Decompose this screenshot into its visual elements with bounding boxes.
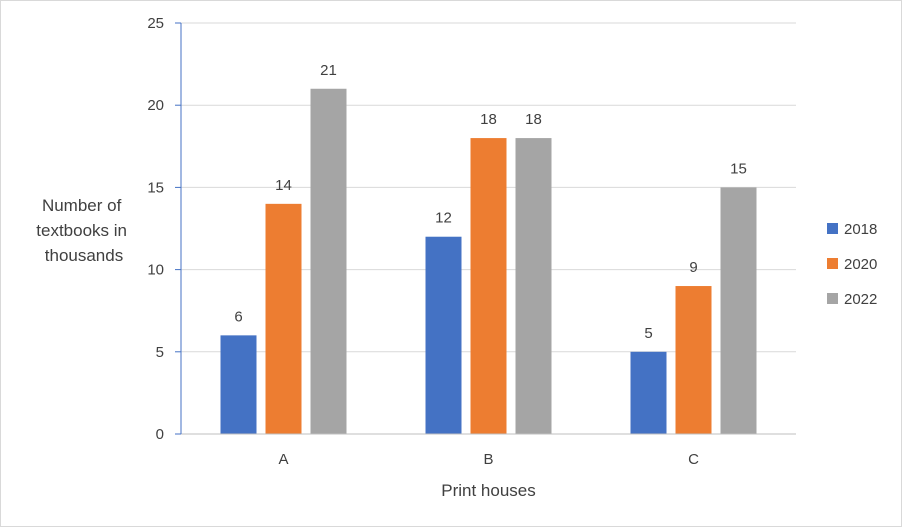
bar-2022-C: [720, 187, 757, 434]
legend: 2018 2020 2022: [827, 221, 877, 308]
data-label: 18: [525, 111, 542, 128]
x-tick-labels: A B C: [278, 451, 699, 468]
y-tick-label: 15: [147, 179, 164, 196]
bar-2020-A: [265, 203, 302, 434]
bar-2018-B: [425, 236, 462, 434]
bar-2022-A: [310, 88, 347, 434]
y-tick-label: 25: [147, 15, 164, 32]
data-label: 18: [480, 111, 497, 128]
y-tick-labels: 0 5 10 15 20 25: [147, 15, 164, 443]
x-tick-label: B: [483, 451, 493, 468]
y-axis-title-line-2: textbooks in: [36, 221, 127, 240]
y-axis-title-line-3: thousands: [45, 246, 123, 265]
data-label: 12: [435, 210, 452, 227]
legend-swatch-2022: [827, 293, 838, 304]
data-label: 14: [275, 177, 292, 194]
legend-label: 2022: [844, 291, 877, 308]
data-label: 15: [730, 160, 747, 177]
legend-label: 2018: [844, 221, 877, 238]
data-labels: 6 14 21 12 18 18 5 9 15: [234, 62, 747, 342]
x-tick-label: C: [688, 451, 699, 468]
y-tick-label: 0: [156, 426, 164, 443]
data-label: 9: [689, 259, 697, 276]
y-tick-label: 10: [147, 262, 164, 279]
legend-label: 2020: [844, 256, 877, 273]
legend-swatch-2020: [827, 258, 838, 269]
y-tick-label: 20: [147, 97, 164, 114]
bars: [220, 88, 757, 434]
x-axis-title: Print houses: [441, 481, 536, 500]
x-tick-label: A: [278, 451, 288, 468]
y-tick-label: 5: [156, 344, 164, 361]
data-label: 5: [644, 325, 652, 342]
bar-2018-C: [630, 351, 667, 434]
bar-2020-B: [470, 138, 507, 434]
y-axis-title: Number of textbooks in thousands: [36, 196, 131, 265]
bar-2018-A: [220, 335, 257, 434]
bar-2020-C: [675, 286, 712, 434]
bar-2022-B: [515, 138, 552, 434]
data-label: 21: [320, 62, 337, 79]
data-label: 6: [234, 308, 242, 325]
legend-swatch-2018: [827, 223, 838, 234]
y-axis-title-line-1: Number of: [42, 196, 122, 215]
